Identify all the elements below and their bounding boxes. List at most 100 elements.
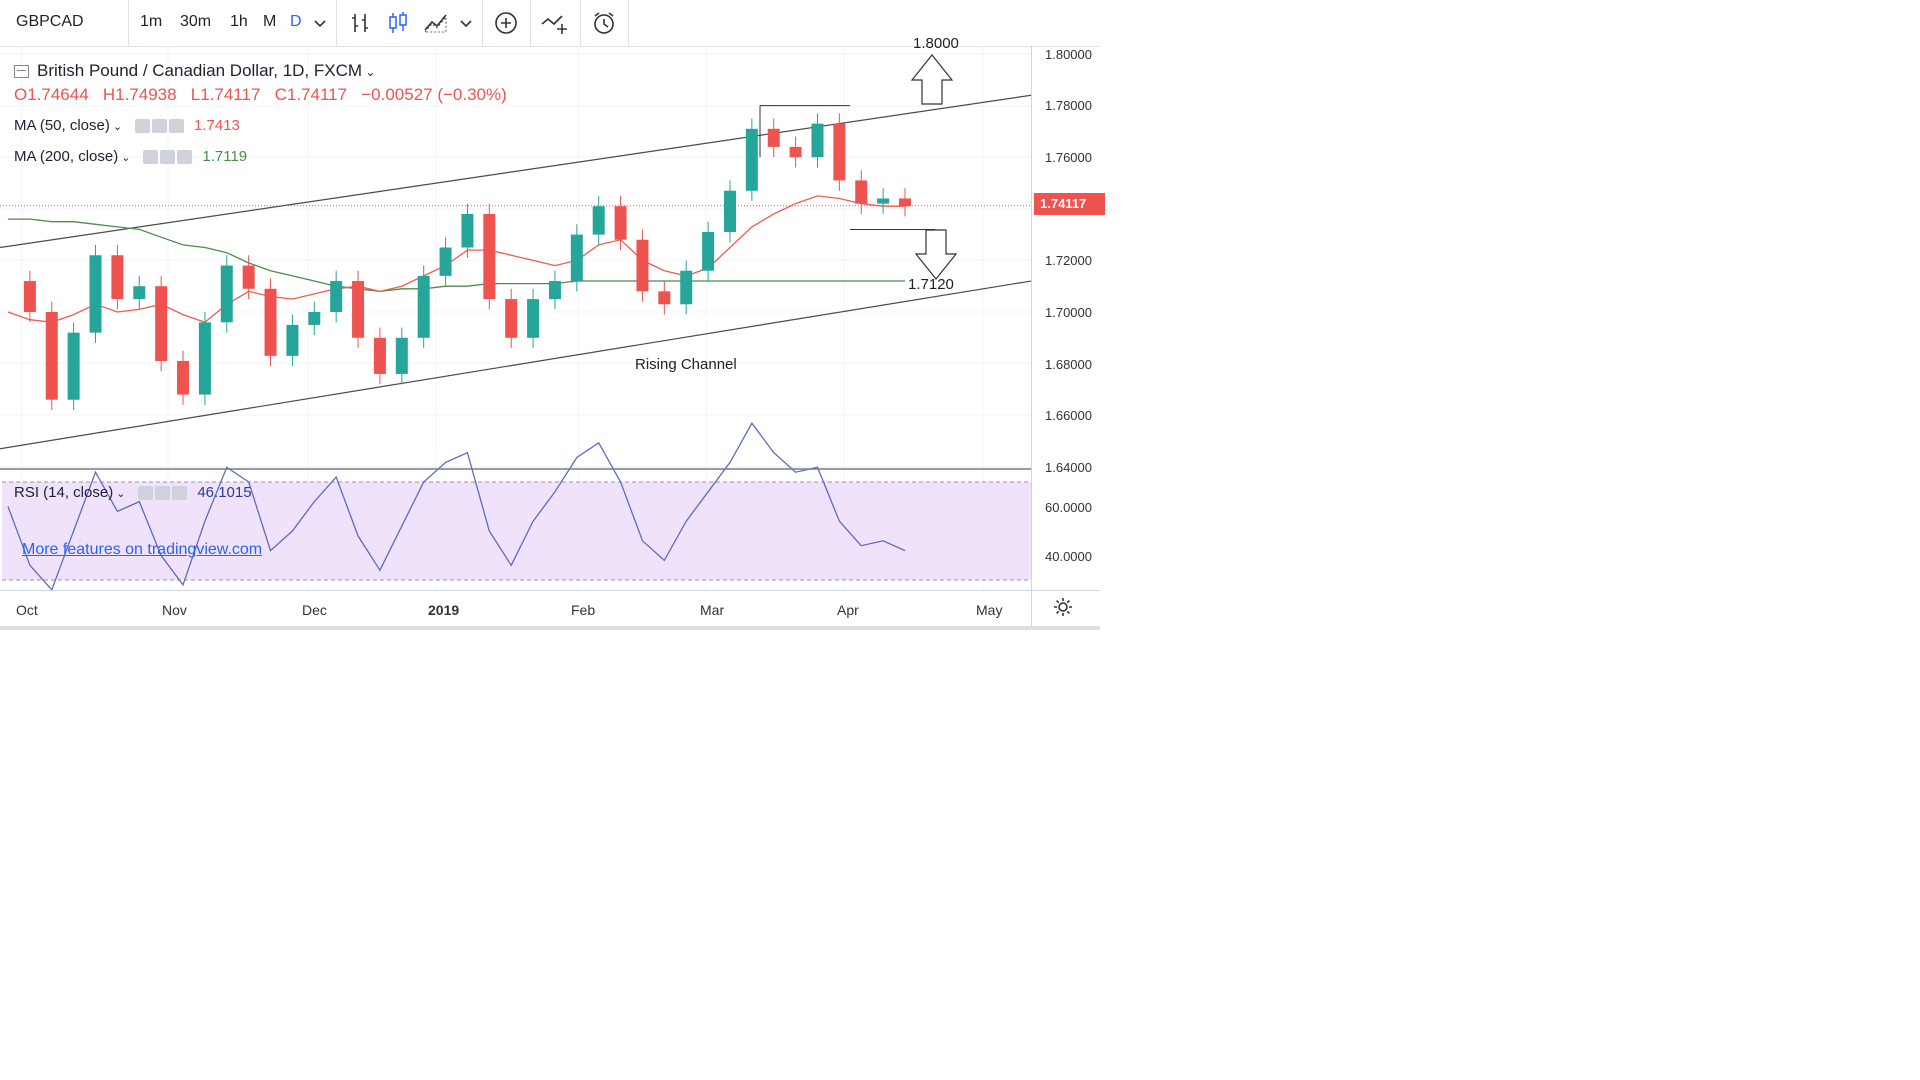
bar-style-icon[interactable]	[346, 10, 374, 36]
channel-lower-line	[0, 280, 1032, 450]
price-tick: 1.66000	[1045, 408, 1092, 423]
symbol-label: GBPCAD	[16, 13, 84, 30]
chevron-down-icon[interactable]	[456, 10, 476, 36]
visibility-icon[interactable]	[134, 119, 150, 134]
settings-icon[interactable]	[160, 150, 176, 165]
candle-body	[111, 255, 124, 300]
time-label: Oct	[16, 602, 38, 618]
ohlc-change: −0.00527 (−0.30%)	[361, 85, 507, 104]
ohlc-open: O1.74644	[14, 85, 89, 104]
time-label: 2019	[428, 602, 460, 618]
ma50-line	[7, 195, 905, 324]
remove-icon[interactable]	[168, 119, 184, 134]
chevron-down-icon[interactable]: ⌄	[109, 121, 123, 133]
candle-body	[483, 213, 496, 300]
time-label: Apr	[837, 602, 859, 618]
candle-body	[352, 281, 365, 338]
candle-style-icon[interactable]	[384, 10, 412, 36]
candle-body	[702, 232, 715, 271]
lower-target-label: 1.7120	[908, 276, 954, 293]
price-tick: 1.78000	[1045, 98, 1092, 113]
candle-body	[767, 128, 780, 147]
chevron-down-icon[interactable]: ⌄	[362, 65, 376, 79]
rsi-tick: 60.0000	[1045, 500, 1092, 515]
timeframe-d[interactable]: D	[290, 13, 302, 30]
candle-body	[723, 190, 736, 233]
candle-body	[855, 180, 868, 204]
ohlc-row: O1.74644 H1.74938 L1.74117 C1.74117 −0.0…	[14, 85, 507, 105]
candle-body	[877, 198, 890, 204]
ma200-legend: MA (200, close) ⌄ 1.7119	[14, 148, 247, 165]
candle-body	[330, 281, 343, 312]
candle-body	[527, 299, 540, 338]
price-chart[interactable]: 1.8000 1.7120 Rising Channel	[0, 0, 1100, 630]
channel-label: Rising Channel	[635, 356, 737, 373]
candle-body	[242, 265, 255, 289]
price-tick: 1.80000	[1045, 47, 1092, 62]
time-label: Feb	[571, 602, 596, 618]
candle-body	[570, 234, 583, 282]
candle-body	[899, 198, 911, 207]
price-tick: 1.70000	[1045, 305, 1092, 320]
candle-body	[133, 286, 146, 300]
candle-body	[592, 206, 605, 235]
chart-title[interactable]: British Pound / Canadian Dollar, 1D, FXC…	[37, 61, 363, 80]
scrollbar[interactable]	[0, 626, 1100, 630]
remove-icon[interactable]	[172, 486, 187, 501]
visibility-icon[interactable]	[138, 486, 153, 501]
rsi-value: 46.1015	[197, 484, 252, 501]
compare-icon[interactable]	[540, 10, 568, 36]
settings-icon[interactable]	[155, 486, 170, 501]
timeframe-1m[interactable]: 1m	[140, 13, 163, 30]
timeframe-30m[interactable]: 30m	[180, 13, 212, 30]
chevron-down-icon[interactable]: ⌄	[118, 152, 131, 164]
rsi-legend: RSI (14, close) ⌄ 46.1015	[14, 484, 252, 501]
candle-body	[658, 291, 671, 305]
upper-target-label: 1.8000	[913, 35, 959, 52]
candle-body	[439, 247, 452, 276]
ma50-label[interactable]: MA (50, close)	[14, 117, 110, 134]
promo-link[interactable]: More features on tradingview.com	[22, 541, 263, 558]
ohlc-high: H1.74938	[102, 85, 177, 104]
chart-title-row: British Pound / Canadian Dollar, 1D, FXC…	[14, 61, 375, 81]
candle-body	[308, 312, 321, 325]
remove-icon[interactable]	[177, 150, 193, 165]
timeframe-m[interactable]: M	[263, 13, 277, 30]
candle-body	[789, 146, 802, 158]
time-label: Mar	[700, 602, 725, 618]
symbol-search[interactable]: GBPCAD	[0, 0, 129, 46]
candle-body	[264, 288, 277, 356]
candle-body	[636, 239, 649, 292]
alert-clock-icon[interactable]	[590, 10, 618, 36]
candle-body	[461, 213, 474, 248]
ma200-value: 1.7119	[202, 148, 248, 165]
settings-gear-icon[interactable]	[1052, 596, 1074, 618]
price-tick: 1.68000	[1045, 357, 1092, 372]
candle-body	[745, 128, 758, 191]
candle-body	[177, 361, 190, 395]
visibility-icon[interactable]	[143, 150, 159, 165]
candle-body	[614, 206, 627, 240]
chevron-down-icon[interactable]	[310, 10, 330, 36]
price-axis-border	[1031, 46, 1032, 626]
ohlc-close: C1.74117	[274, 85, 348, 104]
candle-body	[67, 332, 80, 400]
candle-body	[505, 299, 518, 338]
area-style-icon[interactable]	[422, 10, 450, 36]
timeframe-1h[interactable]: 1h	[230, 13, 248, 30]
add-indicator-icon[interactable]	[492, 10, 520, 36]
price-tick: 1.72000	[1045, 253, 1092, 268]
time-label: Nov	[162, 602, 187, 618]
ma50-legend: MA (50, close) ⌄ 1.7413	[14, 117, 240, 134]
rsi-label[interactable]: RSI (14, close)	[14, 484, 114, 501]
candle-body	[373, 337, 386, 374]
candle-body	[45, 312, 58, 400]
settings-icon[interactable]	[151, 119, 167, 134]
chevron-down-icon[interactable]: ⌄	[113, 488, 126, 500]
candle-body	[548, 281, 561, 300]
candle-body	[833, 123, 846, 181]
price-tick: 1.76000	[1045, 150, 1092, 165]
ma50-value: 1.7413	[194, 117, 240, 134]
ma200-label[interactable]: MA (200, close)	[14, 148, 119, 165]
collapse-icon[interactable]	[14, 65, 29, 79]
